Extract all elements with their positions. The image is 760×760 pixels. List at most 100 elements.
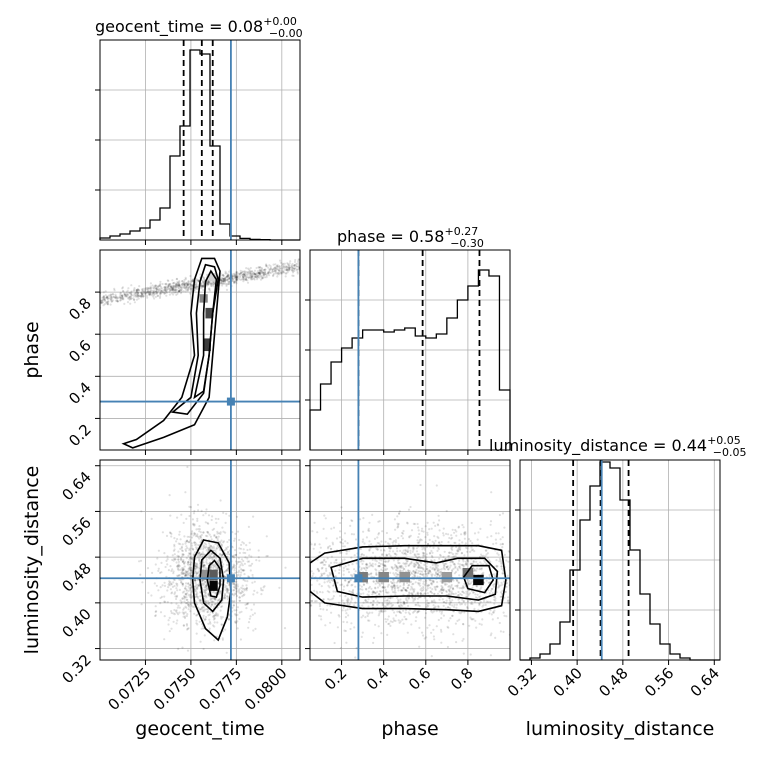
sample-point (202, 280, 205, 283)
sample-point (43, 302, 45, 304)
sample-point (173, 592, 176, 596)
sample-point (105, 296, 108, 299)
sample-point (102, 298, 105, 301)
sample-point (416, 575, 419, 578)
sample-point (205, 583, 208, 587)
sample-point (34, 308, 36, 310)
sample-point (26, 313, 28, 315)
sample-point (451, 528, 454, 531)
sample-point (433, 559, 436, 562)
sample-point (253, 273, 256, 276)
sample-point (201, 603, 204, 606)
sample-point (452, 567, 455, 571)
sample-point (163, 288, 167, 291)
sample-point (382, 560, 385, 563)
sample-point (242, 275, 245, 278)
sample-point (197, 597, 200, 600)
sample-point (116, 296, 119, 299)
sample-point (245, 272, 248, 275)
sample-point (176, 516, 179, 519)
sample-point (231, 274, 234, 278)
sample-point (457, 546, 461, 549)
sample-point (288, 266, 291, 269)
sample-point (184, 276, 187, 279)
sample-point (11, 308, 13, 310)
sample-point (212, 600, 215, 603)
sample-point (223, 280, 227, 283)
sample-point (225, 569, 228, 572)
sample-point (202, 546, 205, 550)
sample-point (419, 584, 422, 587)
sample-point (392, 572, 395, 575)
sample-point (436, 523, 439, 526)
sample-point (222, 563, 225, 566)
sample-point (57, 304, 59, 306)
sample-point (252, 515, 255, 518)
sample-point (320, 260, 322, 262)
sample-point (378, 542, 381, 545)
sample-point (216, 567, 219, 570)
title-luminosity-distance: luminosity_distance = 0.44+0.05 −0.05 (489, 434, 747, 459)
sample-point (187, 554, 190, 557)
sample-point (437, 514, 440, 517)
sample-point (461, 541, 464, 544)
sample-point (412, 546, 415, 549)
sample-point (303, 266, 305, 268)
sample-point (139, 573, 142, 576)
sample-point (13, 308, 15, 310)
x-tick-label: 0.0750 (150, 664, 200, 714)
sample-point (177, 285, 180, 288)
sample-point (226, 275, 230, 278)
sample-point (412, 599, 415, 603)
sample-point (454, 584, 457, 588)
sample-point (248, 270, 251, 273)
sample-point (384, 568, 387, 571)
sample-point (498, 560, 501, 563)
sample-point (423, 596, 426, 599)
sample-point (128, 297, 131, 300)
sample-point (492, 228, 494, 230)
sample-point (2, 310, 4, 312)
sample-point (259, 269, 263, 272)
sample-point (135, 289, 138, 292)
sample-point (254, 273, 258, 276)
sample-point (241, 274, 244, 277)
sample-point (186, 282, 189, 285)
sample-point (453, 555, 456, 558)
sample-point (284, 275, 287, 278)
sample-point (397, 561, 400, 565)
sample-point (232, 565, 235, 568)
sample-point (184, 602, 187, 605)
sample-point (152, 294, 155, 297)
sample-point (194, 287, 197, 290)
sample-point (441, 586, 444, 589)
sample-point (402, 252, 404, 254)
sample-point (263, 276, 267, 279)
sample-point (236, 274, 239, 277)
sample-point (156, 292, 159, 295)
sample-point (221, 279, 224, 282)
sample-point (417, 592, 420, 595)
sample-point (474, 593, 477, 596)
sample-point (155, 610, 158, 613)
sample-point (240, 591, 243, 595)
sample-point (190, 601, 193, 604)
sample-point (171, 288, 174, 292)
sample-point (119, 297, 122, 300)
sample-point (282, 588, 284, 590)
sample-point (140, 291, 143, 294)
sample-point (161, 531, 164, 534)
sample-point (202, 564, 205, 567)
sample-point (181, 285, 184, 288)
sample-point (416, 572, 419, 575)
sample-point (219, 597, 222, 601)
sample-point (538, 601, 540, 603)
sample-point (161, 289, 164, 292)
sample-point (286, 263, 290, 266)
sample-point (434, 572, 438, 575)
sample-point (249, 273, 252, 277)
sample-point (206, 587, 209, 590)
sample-point (49, 300, 51, 302)
sample-point (311, 260, 313, 262)
sample-point (233, 272, 236, 275)
